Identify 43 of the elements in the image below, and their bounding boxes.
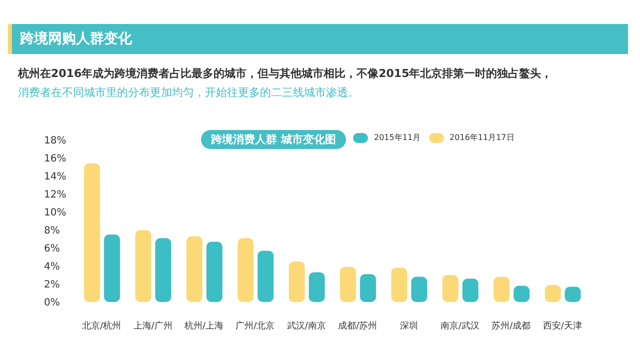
chart-title: 跨境网购人群变化: [8, 24, 628, 54]
bar: [206, 242, 222, 302]
bar: [186, 236, 202, 302]
bar: [288, 262, 305, 302]
chart-subtitle: 杭州在2016年成为跨境消费者占比最多的城市，但与其他城市相比，不像2015年北京排第一时的独占鳌头，: [18, 66, 552, 81]
legend-label: 2015年11月: [374, 132, 421, 143]
x-tick-label: 深圳: [400, 320, 418, 332]
bar: [442, 275, 458, 302]
y-tick-label: 14%: [44, 172, 66, 183]
y-tick-label: 0%: [44, 298, 60, 309]
bar: [155, 238, 172, 302]
x-tick-label: 苏州/成都: [492, 320, 531, 332]
bar: [135, 230, 152, 302]
y-tick-label: 10%: [44, 208, 66, 219]
annotation: 跨境消费人群 城市变化图: [201, 130, 346, 149]
bar: [104, 234, 120, 302]
bar: [340, 266, 356, 302]
x-tick-label: 北京/杭州: [82, 320, 122, 332]
bar: [462, 278, 478, 302]
x-tick-label: 南京/武汉: [440, 320, 480, 332]
x-tick-label: 成都/苏州: [338, 320, 378, 332]
legend-label: 2016年11月17日: [450, 132, 514, 143]
bar: [84, 163, 100, 302]
y-tick-label: 12%: [44, 190, 66, 201]
bar: [258, 250, 274, 302]
bar: [411, 276, 428, 302]
x-tick-label: 西安/天津: [542, 320, 582, 332]
x-tick-label: 武汉/南京: [286, 320, 326, 332]
x-tick-label: 杭州/上海: [183, 320, 224, 332]
y-tick-label: 8%: [44, 226, 60, 237]
y-tick-label: 2%: [44, 280, 60, 291]
y-tick-label: 16%: [44, 154, 66, 165]
bar: [391, 268, 408, 302]
bar: [308, 272, 325, 302]
bar: [360, 274, 376, 302]
bar: [238, 238, 254, 302]
text: 消费者在不同城市里的分布更加均匀，开始往更多的二三线城市渗透。: [18, 85, 359, 100]
y-tick-label: 6%: [44, 244, 60, 255]
x-tick-label: 上海/广州: [133, 320, 172, 332]
bar: [494, 276, 510, 302]
y-tick-label: 4%: [44, 262, 60, 273]
x-tick-label: 广州/北京: [236, 320, 275, 332]
y-tick-label: 18%: [44, 136, 66, 147]
